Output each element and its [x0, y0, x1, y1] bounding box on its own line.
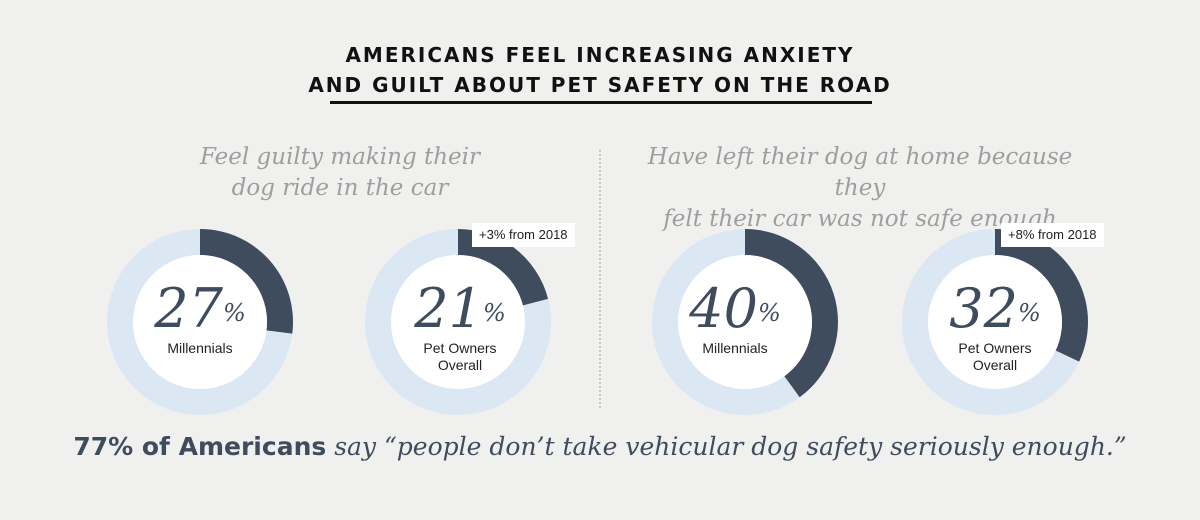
- value-label: 27%: [154, 277, 246, 340]
- donut-center-pet-owners-guilt: 21% Pet Owners Overall: [370, 282, 550, 374]
- value-label: 21%: [414, 277, 506, 340]
- section-heading-guilt-line-1: Feel guilty making their: [199, 144, 481, 170]
- title-line-1: AMERICANS FEEL INCREASING ANXIETY: [345, 43, 855, 67]
- donut-center-pet-owners-left-home: 32% Pet Owners Overall: [905, 282, 1085, 374]
- category-label-line-2: Overall: [972, 357, 1018, 373]
- category-label-line-1: Pet Owners: [423, 340, 497, 356]
- donut-segment-millennials-guilt: [200, 229, 294, 334]
- section-heading-left-home: Have left their dog at home because they…: [620, 142, 1100, 235]
- page-title: AMERICANS FEEL INCREASING ANXIETY AND GU…: [0, 40, 1200, 100]
- value-label: 40%: [689, 277, 781, 340]
- category-label: Pet Owners Overall: [905, 340, 1085, 374]
- category-label: Millennials: [702, 340, 768, 356]
- donut-center-millennials-guilt: 27% Millennials: [110, 282, 290, 357]
- title-underline: [330, 101, 872, 104]
- change-tag-left-home: +8% from 2018: [1001, 223, 1104, 247]
- donut-inner-pet-owners-left-home: [928, 255, 1062, 389]
- section-heading-guilt-line-2: dog ride in the car: [231, 175, 449, 201]
- section-divider: [599, 150, 601, 408]
- footer-quote: “people don’t take vehicular dog safety …: [384, 432, 1127, 461]
- section-heading-guilt: Feel guilty making their dog ride in the…: [190, 142, 490, 204]
- section-heading-left-home-line-2: felt their car was not safe enough: [663, 206, 1057, 232]
- value-label: 32%: [949, 277, 1041, 340]
- title-line-2: AND GUILT ABOUT PET SAFETY ON THE ROAD: [308, 73, 892, 97]
- donut-inner-millennials-left-home: [678, 255, 812, 389]
- donut-segment-pet-owners-left-home: [995, 229, 1088, 362]
- change-tag-guilt: +3% from 2018: [472, 223, 575, 247]
- donut-segment-pet-owners-guilt: [458, 229, 549, 306]
- section-heading-left-home-line-1: Have left their dog at home because they: [647, 144, 1073, 201]
- category-label-line-2: Overall: [437, 357, 483, 373]
- category-label: Pet Owners Overall: [370, 340, 550, 374]
- donut-segment-millennials-left-home: [745, 229, 838, 398]
- donut-inner-pet-owners-guilt: [391, 255, 525, 389]
- category-label: Millennials: [167, 340, 233, 356]
- donut-inner-millennials-guilt: [133, 255, 267, 389]
- footer-middle: say: [326, 432, 385, 461]
- footer-statement: 77% of Americans say “people don’t take …: [0, 432, 1200, 462]
- donut-center-millennials-left-home: 40% Millennials: [645, 282, 825, 357]
- footer-stat: 77% of Americans: [73, 432, 327, 461]
- category-label-line-1: Pet Owners: [958, 340, 1032, 356]
